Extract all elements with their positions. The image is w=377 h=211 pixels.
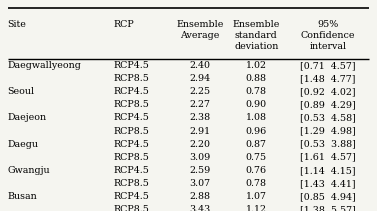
- Text: Busan: Busan: [8, 192, 37, 201]
- Text: 3.09: 3.09: [189, 153, 210, 162]
- Text: [0.71  4.57]: [0.71 4.57]: [300, 61, 356, 70]
- Text: 1.02: 1.02: [246, 61, 267, 70]
- Text: RCP8.5: RCP8.5: [113, 127, 149, 135]
- Text: 2.20: 2.20: [189, 140, 210, 149]
- Text: 1.07: 1.07: [246, 192, 267, 201]
- Text: [0.89  4.29]: [0.89 4.29]: [300, 100, 356, 109]
- Text: 2.25: 2.25: [189, 87, 210, 96]
- Text: RCP4.5: RCP4.5: [113, 166, 149, 175]
- Text: 1.08: 1.08: [246, 114, 267, 122]
- Text: 0.87: 0.87: [246, 140, 267, 149]
- Text: RCP8.5: RCP8.5: [113, 100, 149, 109]
- Text: 3.07: 3.07: [189, 179, 210, 188]
- Text: 0.76: 0.76: [246, 166, 267, 175]
- Text: Gwangju: Gwangju: [8, 166, 50, 175]
- Text: 1.12: 1.12: [246, 205, 267, 211]
- Text: 0.96: 0.96: [246, 127, 267, 135]
- Text: 2.38: 2.38: [189, 114, 210, 122]
- Text: Ensemble
standard
deviation: Ensemble standard deviation: [233, 20, 280, 51]
- Text: 2.59: 2.59: [189, 166, 210, 175]
- Text: [1.38  5.57]: [1.38 5.57]: [300, 205, 356, 211]
- Text: 0.75: 0.75: [246, 153, 267, 162]
- Text: 3.43: 3.43: [189, 205, 210, 211]
- Text: RCP8.5: RCP8.5: [113, 205, 149, 211]
- Text: Daegwallyeong: Daegwallyeong: [8, 61, 81, 70]
- Text: RCP8.5: RCP8.5: [113, 74, 149, 83]
- Text: 0.78: 0.78: [246, 179, 267, 188]
- Text: 2.40: 2.40: [189, 61, 210, 70]
- Text: RCP4.5: RCP4.5: [113, 192, 149, 201]
- Text: RCP4.5: RCP4.5: [113, 140, 149, 149]
- Text: 95%
Confidence
interval: 95% Confidence interval: [301, 20, 355, 51]
- Text: 2.27: 2.27: [189, 100, 210, 109]
- Text: Daejeon: Daejeon: [8, 114, 47, 122]
- Text: Daegu: Daegu: [8, 140, 38, 149]
- Text: [1.48  4.77]: [1.48 4.77]: [300, 74, 356, 83]
- Text: 0.88: 0.88: [246, 74, 267, 83]
- Text: Ensemble
Average: Ensemble Average: [176, 20, 224, 40]
- Text: [0.92  4.02]: [0.92 4.02]: [300, 87, 356, 96]
- Text: Seoul: Seoul: [8, 87, 35, 96]
- Text: [0.85  4.94]: [0.85 4.94]: [300, 192, 356, 201]
- Text: [1.61  4.57]: [1.61 4.57]: [300, 153, 356, 162]
- Text: RCP4.5: RCP4.5: [113, 61, 149, 70]
- Text: [1.43  4.41]: [1.43 4.41]: [300, 179, 356, 188]
- Text: 0.78: 0.78: [246, 87, 267, 96]
- Text: [0.53  3.88]: [0.53 3.88]: [300, 140, 356, 149]
- Text: [1.29  4.98]: [1.29 4.98]: [300, 127, 356, 135]
- Text: 2.91: 2.91: [189, 127, 210, 135]
- Text: RCP8.5: RCP8.5: [113, 179, 149, 188]
- Text: RCP4.5: RCP4.5: [113, 114, 149, 122]
- Text: RCP: RCP: [113, 20, 134, 28]
- Text: 2.88: 2.88: [189, 192, 210, 201]
- Text: RCP4.5: RCP4.5: [113, 87, 149, 96]
- Text: 0.90: 0.90: [246, 100, 267, 109]
- Text: RCP8.5: RCP8.5: [113, 153, 149, 162]
- Text: 2.94: 2.94: [189, 74, 210, 83]
- Text: [0.53  4.58]: [0.53 4.58]: [300, 114, 356, 122]
- Text: [1.14  4.15]: [1.14 4.15]: [300, 166, 356, 175]
- Text: Site: Site: [8, 20, 26, 28]
